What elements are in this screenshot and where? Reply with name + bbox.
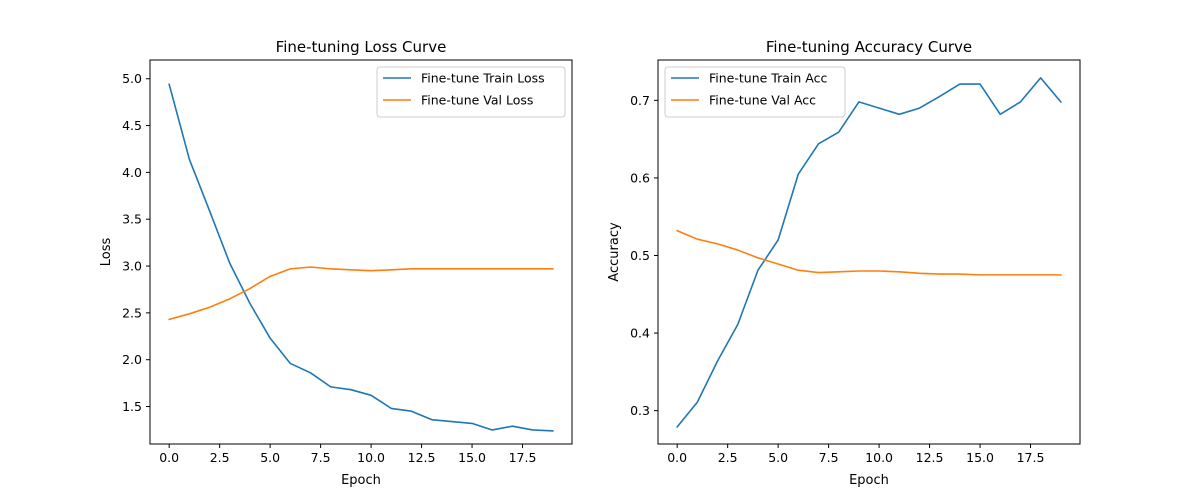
y-tick-label: 5.0 — [122, 71, 142, 86]
x-tick-label: 5.0 — [260, 450, 280, 465]
legend-entry-label: Fine-tune Val Loss — [421, 93, 533, 108]
x-axis-label: Epoch — [341, 473, 381, 488]
x-tick-label: 2.5 — [210, 450, 230, 465]
series-line-fine-tune-val-loss — [168, 266, 554, 321]
y-tick-label: 0.3 — [630, 403, 650, 418]
y-tick-label: 4.0 — [122, 165, 142, 180]
chart-title: Fine-tuning Accuracy Curve — [766, 38, 972, 56]
y-tick-label: 3.0 — [122, 259, 142, 274]
plot-frame — [149, 59, 573, 445]
y-tick-label: 0.6 — [630, 170, 650, 185]
accuracy-chart-panel: 0.0 2.5 5.0 7.5 10.0 12.5 15.0 17.5 0.3 0.4 0.5 0.6… — [607, 38, 1081, 488]
legend-box — [664, 66, 846, 118]
series-line-fine-tune-val-acc — [676, 229, 1062, 276]
x-tick-label: 12.5 — [408, 450, 436, 465]
x-tick-label: 10.0 — [357, 450, 385, 465]
x-tick-label: 5.0 — [768, 450, 788, 465]
x-tick-label: 10.0 — [865, 450, 893, 465]
x-axis-label: Epoch — [849, 473, 889, 488]
legend-entry-label: Fine-tune Train Loss — [421, 71, 545, 86]
x-tick-label: 17.5 — [509, 450, 537, 465]
chart-title: Fine-tuning Loss Curve — [276, 38, 447, 56]
y-tick-label: 3.5 — [122, 212, 142, 227]
loss-chart-panel: 0.0 2.5 5.0 7.5 10.0 12.5 15.0 17.5 1.5 2.0 2.5 3.0… — [99, 38, 573, 488]
x-tick-label: 15.0 — [458, 450, 486, 465]
x-tick-label: 0.0 — [159, 450, 179, 465]
y-tick-label: 2.0 — [122, 352, 142, 367]
x-tick-label: 7.5 — [819, 450, 839, 465]
x-tick-label: 12.5 — [916, 450, 944, 465]
y-tick-label: 0.5 — [630, 248, 650, 263]
series-line-fine-tune-train-loss — [168, 83, 554, 432]
x-tick-label: 7.5 — [311, 450, 331, 465]
legend-box — [376, 66, 566, 118]
y-axis-label: Loss — [99, 238, 114, 267]
y-axis-label: Accuracy — [607, 222, 622, 282]
series-line-fine-tune-train-acc — [676, 77, 1062, 429]
x-tick-label: 0.0 — [667, 450, 687, 465]
y-tick-label: 1.5 — [122, 399, 142, 414]
legend: Fine-tune Train Acc Fine-tune Val Acc — [664, 66, 846, 118]
y-tick-label: 4.5 — [122, 118, 142, 133]
legend: Fine-tune Train Loss Fine-tune Val Loss — [376, 66, 566, 118]
x-tick-label: 17.5 — [1017, 450, 1045, 465]
y-tick-label: 0.7 — [630, 93, 650, 108]
y-tick-label: 0.4 — [630, 326, 650, 341]
plot-frame — [657, 59, 1081, 445]
x-tick-label: 15.0 — [966, 450, 994, 465]
y-tick-label: 2.5 — [122, 305, 142, 320]
legend-entry-label: Fine-tune Train Acc — [709, 71, 827, 86]
legend-entry-label: Fine-tune Val Acc — [709, 93, 816, 108]
x-tick-label: 2.5 — [718, 450, 738, 465]
